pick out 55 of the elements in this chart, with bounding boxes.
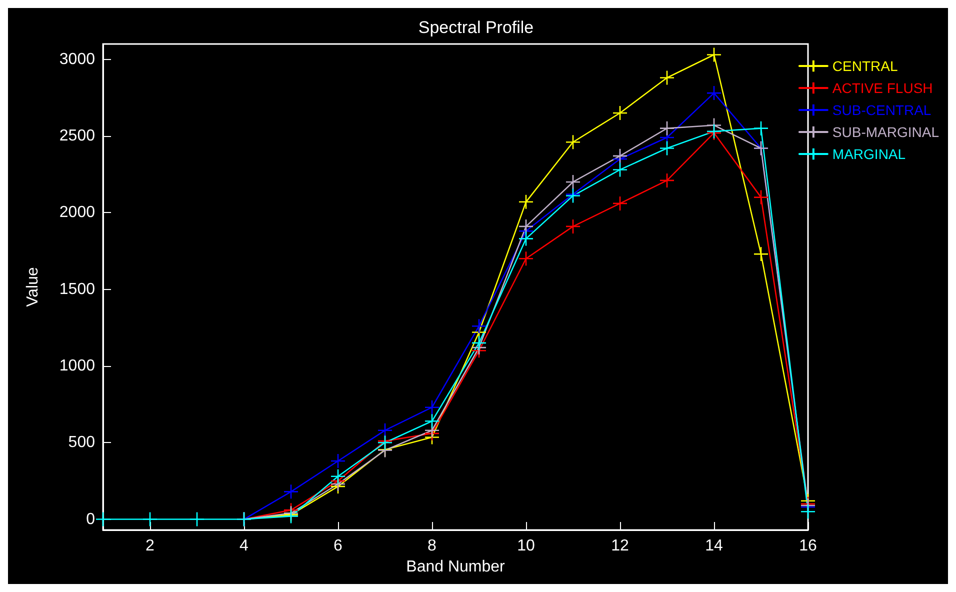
point [565,218,581,234]
x-tick-label: 10 [517,538,535,554]
x-tick-label: 14 [705,538,723,554]
x-tick-label: 16 [799,538,817,554]
point [518,250,534,266]
point [706,85,722,101]
x-tick-label: 8 [428,538,437,554]
point [518,194,534,210]
point [659,120,675,136]
point [753,120,769,136]
point [424,400,440,415]
y-tick-label: 1000 [59,357,96,374]
point [330,453,346,469]
point [518,231,534,246]
point [283,484,299,500]
point [330,468,346,484]
point [612,196,628,212]
point [142,512,158,527]
x-tick-label: 12 [611,538,629,554]
legend-label: SUB-MARGINAL [832,124,940,140]
legend-label: CENTRAL [832,58,898,74]
point [189,512,205,527]
x-tick-label: 2 [146,538,155,554]
y-tick-label: 500 [68,434,96,452]
chart-title: Spectral Profile [418,18,534,37]
y-tick-label: 0 [86,510,96,528]
point [377,422,393,438]
point [800,504,816,520]
y-tick-label: 3000 [59,50,96,68]
point [424,414,440,429]
x-tick-label: 6 [334,538,343,554]
legend-label: SUB-CENTRAL [832,102,932,118]
y-tick-label: 2500 [59,127,96,144]
x-axis-title: Band Number [406,558,506,576]
point [471,318,487,334]
point [612,105,628,121]
point [659,70,675,86]
point [753,246,769,262]
point [471,335,487,351]
point [659,172,675,188]
legend-label: ACTIVE FLUSH [832,80,933,96]
point [518,218,534,234]
y-tick-label: 2000 [59,204,96,222]
point [612,148,628,164]
legend-label: MARGINAL [832,146,906,162]
point [565,134,581,150]
point [706,47,722,62]
point [95,512,111,527]
y-axis-title: Value [24,267,42,307]
point [565,174,581,190]
y-tick-label: 1500 [59,280,96,298]
point [753,190,769,205]
point [612,162,628,178]
x-tick-label: 4 [240,538,249,554]
point [659,140,675,156]
